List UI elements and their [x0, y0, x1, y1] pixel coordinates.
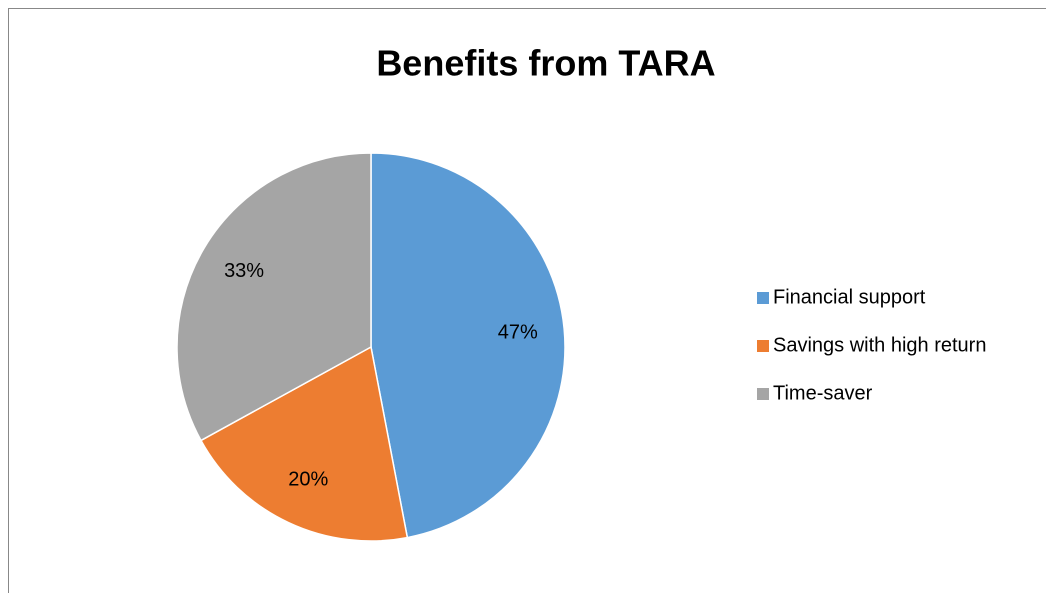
legend-swatch	[757, 292, 769, 304]
chart-border	[8, 8, 1046, 593]
data-label: 33%	[224, 260, 264, 282]
legend-swatch	[757, 388, 769, 400]
data-label: 47%	[498, 321, 538, 343]
pie-slice	[370, 152, 566, 539]
data-label: 20%	[288, 469, 328, 491]
legend-label: Time-saver	[773, 382, 873, 404]
legend-label: Financial support	[773, 286, 926, 308]
legend-label: Savings with high return	[773, 334, 986, 356]
pie-slice	[199, 345, 409, 542]
chart-title: Benefits from TARA	[376, 43, 715, 84]
pie-slice	[176, 152, 372, 442]
legend-swatch	[757, 340, 769, 352]
